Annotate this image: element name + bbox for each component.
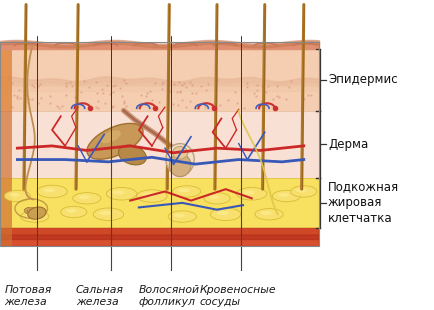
Bar [0,42,319,246]
Ellipse shape [296,188,306,192]
Ellipse shape [209,195,220,199]
Bar [0,49,12,111]
Ellipse shape [73,193,101,204]
Ellipse shape [61,206,87,218]
Ellipse shape [28,207,46,219]
Ellipse shape [178,188,189,192]
Text: Подкожная
жировая
клетчатка: Подкожная жировая клетчатка [328,180,399,225]
Ellipse shape [172,186,201,197]
Ellipse shape [106,188,137,200]
Ellipse shape [273,190,301,202]
Ellipse shape [172,146,187,159]
Ellipse shape [143,193,155,197]
Ellipse shape [37,185,67,198]
Ellipse shape [4,190,30,202]
Ellipse shape [137,190,167,202]
Ellipse shape [278,193,289,197]
Ellipse shape [210,208,241,220]
Ellipse shape [166,144,194,175]
Ellipse shape [26,213,37,217]
Ellipse shape [112,190,125,195]
Text: Эпидермис: Эпидермис [328,73,398,86]
Text: Кровеносные
сосуды: Кровеносные сосуды [200,285,276,307]
Ellipse shape [87,123,143,159]
Ellipse shape [237,188,267,200]
Ellipse shape [260,211,272,215]
Text: Сальная
железа: Сальная железа [76,285,124,307]
Ellipse shape [204,193,230,204]
Bar [0,111,319,178]
Text: Потовая
железа: Потовая железа [4,285,52,307]
Bar [0,235,319,241]
Bar [0,178,319,228]
Ellipse shape [20,211,49,222]
Ellipse shape [169,154,191,177]
Bar [0,241,319,246]
Bar [0,228,319,235]
Text: Дерма: Дерма [328,138,368,151]
Ellipse shape [93,208,124,220]
Ellipse shape [100,130,121,143]
Ellipse shape [168,211,196,222]
Ellipse shape [217,211,229,215]
Bar [0,49,319,111]
Ellipse shape [43,188,55,193]
Ellipse shape [66,209,76,213]
Ellipse shape [99,211,112,215]
Bar [0,111,12,246]
Ellipse shape [174,213,185,217]
Ellipse shape [10,193,20,197]
Ellipse shape [291,186,317,197]
Ellipse shape [78,195,89,199]
Text: Волосяной
фолликул: Волосяной фолликул [139,285,200,307]
Ellipse shape [118,145,146,165]
Ellipse shape [243,190,255,195]
Ellipse shape [255,209,283,220]
